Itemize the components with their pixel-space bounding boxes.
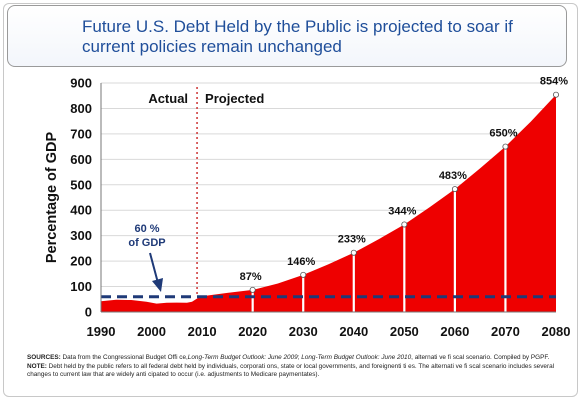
x-tick-label: 2080 (542, 324, 571, 339)
reference-arrow-head (152, 278, 163, 292)
point-marker (249, 286, 256, 293)
area-series (101, 87, 560, 312)
y-tick-label: 0 (85, 305, 92, 320)
point-label: 483% (439, 170, 467, 182)
projected-label: Projected (205, 91, 264, 106)
reference-arrow-shaft (149, 252, 159, 284)
point-label: 87% (240, 271, 262, 283)
note-text: Debt held by the public refers to all fe… (27, 362, 555, 379)
sources-note: SOURCES: Data from the Congressional Bud… (27, 354, 572, 380)
point-marker (300, 271, 307, 278)
point-label: 344% (388, 205, 416, 217)
x-tick-label: 2070 (491, 324, 520, 339)
reference-label-line1: 60 % (134, 223, 159, 235)
y-tick-label: 500 (70, 177, 92, 192)
point-marker (553, 91, 560, 98)
sources-italic-1: Long-Term Budget Outlook: June 2009 (187, 354, 298, 361)
point-labels: 87% 146% 233% 344% 483% 650% 854% Actual Project… (128, 76, 568, 292)
note-label: NOTE: (27, 362, 47, 370)
y-tick-label: 300 (70, 228, 92, 243)
x-tick-label: 2030 (289, 324, 318, 339)
y-tick-label: 600 (70, 152, 92, 167)
x-tick-label: 2060 (440, 324, 469, 339)
chart-title: Future U.S. Debt Held by the Public is p… (82, 17, 513, 56)
debt-area (101, 94, 556, 312)
sources-label: SOURCES: (27, 354, 61, 361)
x-tick-label: 2020 (238, 324, 267, 339)
sources-italic-2: Long-Term Budget Outlook: June 2010 (301, 354, 412, 361)
x-tick-label: 1990 (87, 324, 116, 339)
point-marker (502, 143, 509, 150)
y-tick-label: 700 (70, 126, 92, 141)
actual-label: Actual (148, 91, 188, 106)
y-tick-label: 200 (70, 254, 92, 269)
point-marker (401, 221, 408, 228)
point-label: 650% (489, 128, 517, 140)
point-label: 146% (287, 256, 315, 268)
tick-marks: 0 100 200 300 400 500 600 700 800 900 1990 2000 2010… (44, 76, 570, 340)
point-label: 233% (338, 234, 366, 246)
point-label: 854% (540, 76, 568, 88)
y-tick-label: 100 (70, 279, 92, 294)
sources-text-3: , alternati ve fi scal scenario. Compile… (411, 354, 550, 361)
point-marker (451, 186, 458, 193)
x-tick-label: 2000 (137, 324, 166, 339)
y-tick-label: 400 (70, 203, 92, 218)
point-marker (350, 249, 357, 256)
reference-label-line2: of GDP (128, 237, 165, 249)
x-tick-label: 2040 (339, 324, 368, 339)
y-axis-label: Percentage of GDP (44, 132, 60, 264)
x-tick-label: 2010 (188, 324, 217, 339)
y-tick-label: 800 (70, 101, 92, 116)
y-tick-label: 900 (70, 76, 92, 91)
sources-text-2: ; (297, 354, 302, 361)
x-tick-label: 2050 (390, 324, 419, 339)
sources-text-1: Data from the Congressional Budget Offi … (60, 354, 188, 361)
title-box: Future U.S. Debt Held by the Public is p… (7, 5, 567, 67)
